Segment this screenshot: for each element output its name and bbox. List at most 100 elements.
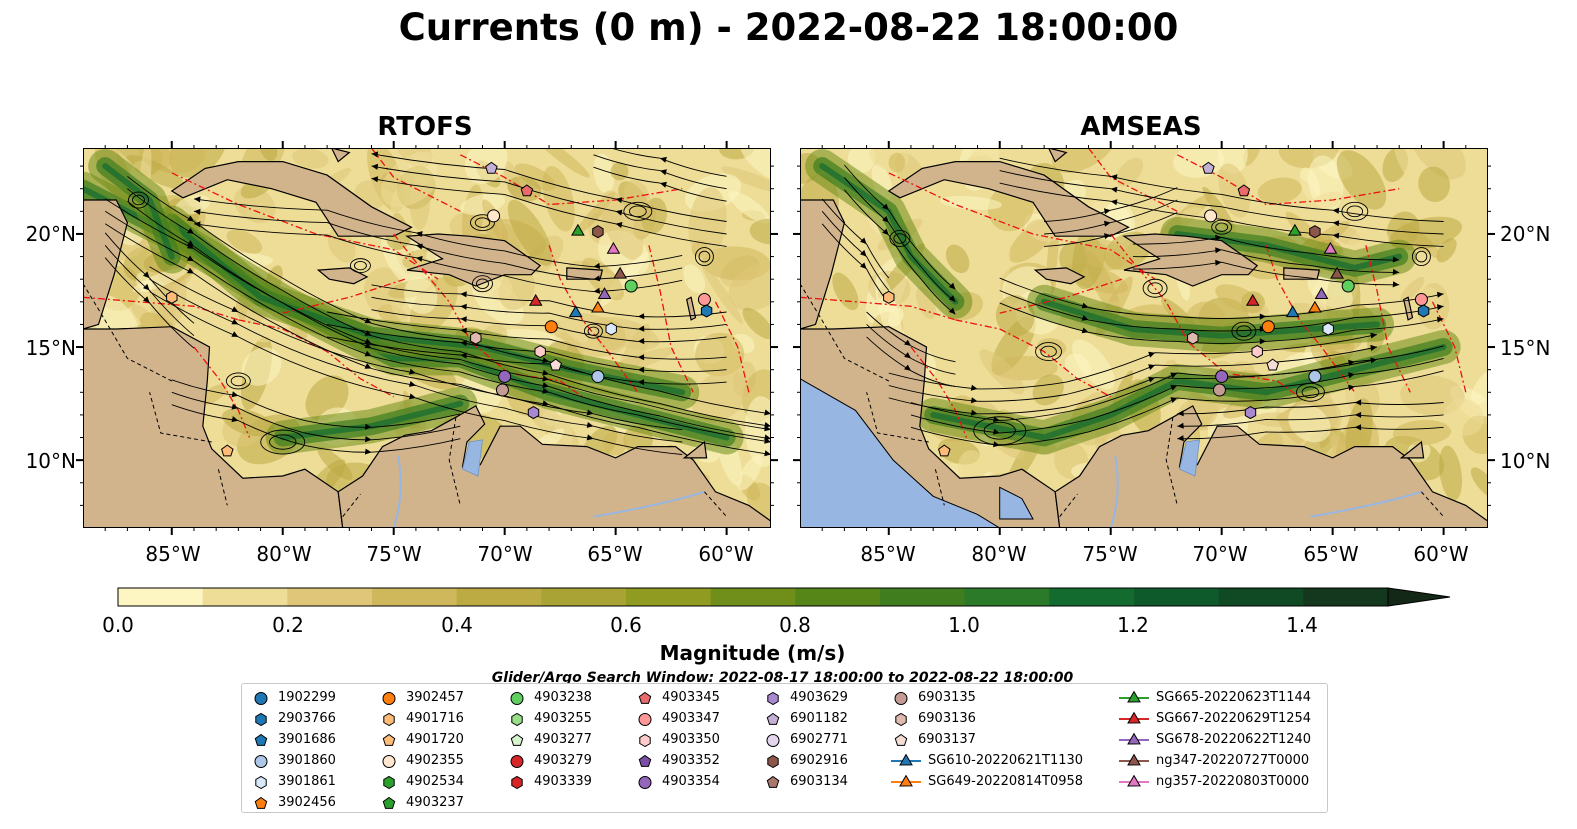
legend-marker-icon xyxy=(894,733,908,746)
legend-item: 4903237 xyxy=(378,792,464,813)
legend-marker-icon xyxy=(766,712,780,725)
legend-marker xyxy=(766,733,780,747)
platform-marker xyxy=(606,241,621,254)
legend-marker xyxy=(766,775,780,788)
legend-marker-icon xyxy=(891,753,921,766)
legend-item: 4901720 xyxy=(378,729,464,750)
colorbar-tick: 1.2 xyxy=(1117,613,1149,637)
legend-marker-icon xyxy=(382,691,396,705)
lat-label-15n-left: 15°N xyxy=(25,336,76,360)
legend-label: SG678-20220622T1240 xyxy=(1156,732,1312,747)
colorbar-label: Magnitude (m/s) xyxy=(659,641,846,665)
legend-label: 6903134 xyxy=(790,774,848,789)
legend-item: 4903629 xyxy=(762,687,848,708)
legend-marker-icon xyxy=(638,691,652,704)
legend-marker-icon xyxy=(254,691,268,705)
legend-label: SG665-20220623T1144 xyxy=(1156,690,1312,705)
colorbar-segment xyxy=(118,588,204,606)
platform-marker xyxy=(495,383,509,397)
legend-marker-icon xyxy=(510,733,524,746)
legend-item: 4903352 xyxy=(634,750,720,771)
legend-item: 4903279 xyxy=(506,750,592,771)
legend-marker-icon xyxy=(891,774,921,787)
map-panel-rtofs xyxy=(83,148,771,528)
legend-label: 4901720 xyxy=(406,732,464,747)
panel-title-amseas: AMSEAS xyxy=(1080,112,1202,142)
legend-marker xyxy=(894,691,908,705)
legend-marker xyxy=(767,691,779,705)
lat-label-10n-right: 10°N xyxy=(1500,449,1551,473)
platform-marker xyxy=(221,444,234,457)
platform-marker xyxy=(1261,320,1275,334)
legend-label: 4903347 xyxy=(662,711,720,726)
platform-marker xyxy=(528,293,543,306)
colorbar-tick: 1.0 xyxy=(948,613,980,637)
legend-label: SG610-20220621T1130 xyxy=(928,753,1084,768)
legend-item: 4901716 xyxy=(378,708,464,729)
legend-marker xyxy=(255,712,267,726)
legend-label: 4903277 xyxy=(534,732,592,747)
legend-marker xyxy=(510,733,524,746)
legend-label: 4903352 xyxy=(662,753,720,768)
platform-marker xyxy=(605,322,617,336)
colorbar-segment xyxy=(795,588,881,606)
legend-item: 6902916 xyxy=(762,750,848,771)
legend-marker xyxy=(1127,732,1141,745)
colorbar-segment xyxy=(1049,588,1135,606)
legend-item: 4903339 xyxy=(506,771,592,792)
legend-marker xyxy=(638,775,652,789)
legend-marker-icon xyxy=(1119,711,1149,724)
legend-marker xyxy=(894,733,908,746)
platform-marker xyxy=(520,184,534,197)
lon-label-85w-left: 85°W xyxy=(145,542,201,566)
legend-marker-icon xyxy=(895,712,907,726)
legend-label: 4903255 xyxy=(534,711,592,726)
lon-label-75w-left: 75°W xyxy=(366,542,422,566)
platform-marker xyxy=(1322,322,1334,336)
platform-marker xyxy=(1414,293,1428,307)
legend-marker-icon xyxy=(766,775,780,788)
platform-marker xyxy=(624,279,638,293)
legend-label: SG649-20220814T0958 xyxy=(928,774,1084,789)
platform-marker xyxy=(1285,305,1300,318)
legend-label: 3901686 xyxy=(278,732,336,747)
legend-marker xyxy=(382,691,396,705)
legend-label: 6902771 xyxy=(790,732,848,747)
legend-marker xyxy=(510,754,524,768)
platform-marker xyxy=(1288,223,1302,236)
legend-label: 4903350 xyxy=(662,732,720,747)
platform-marker xyxy=(1245,293,1260,306)
lon-label-85w-right: 85°W xyxy=(860,542,916,566)
legend-marker xyxy=(510,691,524,705)
legend-item: 6903136 xyxy=(890,708,976,729)
platform-marker xyxy=(1330,266,1344,279)
legend-marker xyxy=(1127,753,1141,766)
platform-marker xyxy=(591,300,605,313)
legend-label: 4903339 xyxy=(534,774,592,789)
lon-label-65w-left: 65°W xyxy=(587,542,643,566)
legend-marker xyxy=(638,754,652,767)
lon-label-60w-left: 60°W xyxy=(698,542,754,566)
legend-marker-icon xyxy=(1119,690,1149,703)
legend-marker-icon xyxy=(254,754,268,768)
legend-item: 3902457 xyxy=(378,687,464,708)
platform-marker xyxy=(697,293,711,307)
colorbar-segment xyxy=(372,588,458,606)
legend-marker xyxy=(254,796,268,809)
platform-marker xyxy=(571,223,585,236)
legend-item: 4903345 xyxy=(634,687,720,708)
legend-marker-icon xyxy=(767,691,779,705)
legend-marker-icon xyxy=(638,712,652,726)
legend-marker xyxy=(766,712,780,725)
legend-marker-icon xyxy=(1119,732,1149,745)
platform-marker xyxy=(166,290,178,304)
legend-marker-icon xyxy=(766,733,780,747)
platform-marker xyxy=(1417,304,1430,318)
legend-marker xyxy=(382,754,396,768)
colorbar-tick: 0.6 xyxy=(610,613,642,637)
lat-label-20n-left: 20°N xyxy=(25,222,76,246)
legend-label: 6901182 xyxy=(790,711,848,726)
legend-label: 4901716 xyxy=(406,711,464,726)
legend-marker xyxy=(638,712,652,726)
legend-label: 4903354 xyxy=(662,774,720,789)
